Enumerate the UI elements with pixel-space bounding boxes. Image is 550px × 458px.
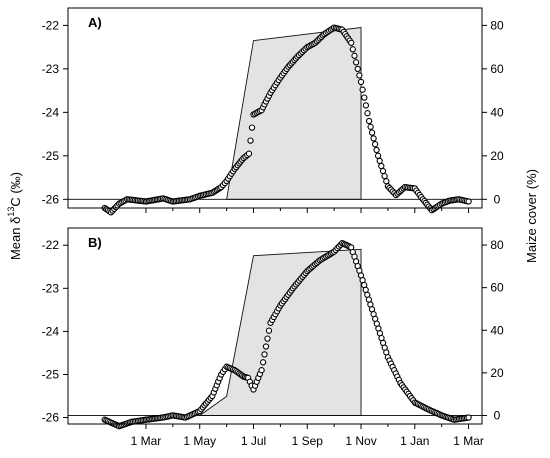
data-point (374, 152, 382, 159)
y2-tick-label: 40 (490, 323, 504, 337)
panel-b-points (101, 239, 472, 430)
y2-tick-label: 60 (490, 62, 504, 76)
x-tick-label: 1 Mar (453, 434, 484, 448)
data-point (261, 351, 268, 358)
data-point (373, 146, 380, 154)
y-tick-label: -22 (42, 238, 60, 252)
y2-tick-label: 20 (490, 149, 504, 163)
y-tick-label: -26 (42, 411, 60, 425)
data-point (465, 414, 472, 421)
data-point (352, 59, 360, 66)
data-point (376, 157, 383, 165)
maize-cover-area (226, 27, 362, 200)
x-tick-label: 1 Jul (241, 434, 266, 448)
data-point (371, 141, 379, 148)
panel-a: -22 -23 -24 -25 -26 80 60 40 20 0 A) (42, 7, 504, 216)
panel-b-label: B) (88, 235, 102, 250)
data-point (357, 78, 365, 86)
y-tick-label: -22 (42, 18, 60, 32)
y2-tick-label: 80 (490, 18, 504, 32)
maize-cover-area (198, 248, 362, 416)
y2-tick-label: 0 (494, 408, 501, 422)
data-point (381, 172, 388, 180)
x-tick-label: 1 Nov (345, 434, 376, 448)
panel-b-axes: -22 -23 -24 -25 -26 80 60 40 20 0 1 Mar 1 May 1 Jul 1… (42, 238, 504, 448)
panel-a-axes: -22 -23 -24 -25 -26 80 60 40 20 0 (42, 18, 504, 213)
data-point (362, 102, 370, 109)
data-point (351, 52, 358, 59)
data-point (356, 72, 363, 79)
y-axis-label: Mean δ13C (‰) (6, 172, 23, 260)
data-point (349, 46, 356, 53)
data-point (354, 65, 361, 73)
data-point (348, 39, 355, 46)
panel-b-frame (67, 227, 483, 425)
data-point (359, 86, 366, 93)
data-point (378, 162, 385, 170)
panel-a-points (101, 24, 472, 216)
y-tick-label: -23 (42, 62, 60, 76)
y-tick-label: -24 (42, 324, 60, 338)
panel-a-frame (67, 7, 483, 209)
data-point (370, 135, 377, 142)
data-point (248, 124, 256, 131)
panel-a-label: A) (88, 15, 102, 30)
y-tick-label: -25 (42, 367, 60, 381)
y2-tick-label: 0 (494, 192, 501, 206)
data-point (361, 94, 368, 101)
data-point (262, 343, 270, 350)
y-tick-label: -23 (42, 281, 60, 295)
data-point (364, 110, 371, 117)
y2-tick-label: 80 (490, 238, 504, 252)
data-point (365, 117, 373, 125)
y2-tick-label: 60 (490, 281, 504, 295)
x-tick-label: 1 Jan (400, 434, 429, 448)
x-tick-label: 1 Mar (131, 434, 162, 448)
data-point (259, 359, 267, 366)
y-tick-label: -24 (42, 105, 60, 119)
data-point (247, 137, 254, 144)
data-point (264, 335, 271, 342)
data-point (465, 198, 472, 205)
data-point (245, 150, 253, 157)
y-tick-label: -26 (42, 192, 60, 206)
data-point (258, 367, 265, 374)
y2-axis-label: Maize cover (%) (524, 169, 539, 263)
data-point (383, 178, 390, 185)
data-point (379, 167, 387, 175)
data-point (368, 129, 376, 136)
panel-b: -22 -23 -24 -25 -26 80 60 40 20 0 1 Mar 1 May 1 Jul 1… (42, 227, 504, 448)
x-tick-label: 1 May (183, 434, 216, 448)
y2-tick-label: 40 (490, 105, 504, 119)
data-point (367, 123, 374, 130)
x-tick-label: 1 Sep (292, 434, 324, 448)
y-tick-label: -25 (42, 149, 60, 163)
data-point (265, 327, 273, 334)
y2-tick-label: 20 (490, 366, 504, 380)
